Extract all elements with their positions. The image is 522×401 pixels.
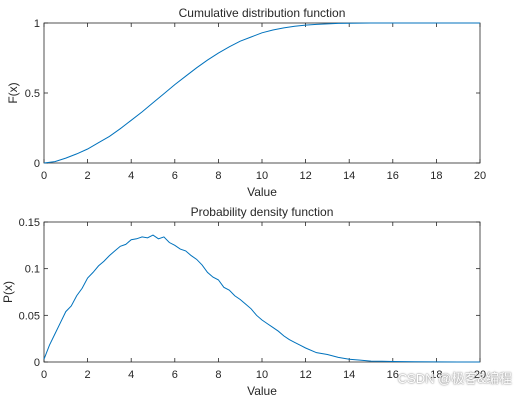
pdf-ticks: 0 2 4 6 8 10 12 14 16 18 20 0 0.05 0.1 0.15 bbox=[19, 217, 487, 381]
pdf-series-line bbox=[43, 234, 480, 363]
pdf-y-tick-label: 0 bbox=[34, 357, 40, 369]
cdf-x-tick-label: 2 bbox=[85, 170, 91, 182]
pdf-x-tick-label: 4 bbox=[128, 369, 134, 381]
pdf-title: Probability density function bbox=[191, 205, 334, 219]
pdf-y-tick-label: 0.15 bbox=[19, 217, 40, 229]
cdf-x-tick-label: 6 bbox=[172, 170, 178, 182]
cdf-x-tick-label: 20 bbox=[474, 170, 486, 182]
pdf-x-tick-label: 2 bbox=[85, 369, 91, 381]
cdf-subplot: Cumulative distribution function 0 2 4 6 8 10… bbox=[6, 6, 486, 199]
pdf-subplot: Probability density function 0 2 4 6 8 10 12 14… bbox=[1, 205, 486, 398]
cdf-x-tick-label: 12 bbox=[299, 170, 311, 182]
pdf-x-axis-label: Value bbox=[247, 384, 277, 398]
cdf-y-tick-label: 0 bbox=[34, 158, 40, 170]
cdf-y-axis-label: F(x) bbox=[6, 82, 20, 103]
cdf-ticks: 0 2 4 6 8 10 12 14 16 18 20 0 0.5 1 bbox=[25, 18, 486, 182]
cdf-x-tick-label: 10 bbox=[256, 170, 268, 182]
cdf-series-line bbox=[43, 22, 480, 164]
pdf-y-tick-label: 0.1 bbox=[25, 264, 40, 276]
cdf-x-tick-label: 18 bbox=[430, 170, 442, 182]
pdf-x-tick-label: 6 bbox=[172, 369, 178, 381]
pdf-x-tick-label: 12 bbox=[299, 369, 311, 381]
pdf-x-tick-label: 20 bbox=[474, 369, 486, 381]
pdf-x-tick-label: 8 bbox=[215, 369, 221, 381]
cdf-x-tick-label: 14 bbox=[343, 170, 355, 182]
pdf-x-tick-label: 18 bbox=[430, 369, 442, 381]
cdf-title: Cumulative distribution function bbox=[179, 6, 346, 20]
watermark: CSDN @极客&编程 bbox=[397, 371, 512, 386]
pdf-y-tick-label: 0.05 bbox=[19, 310, 40, 322]
cdf-x-tick-label: 16 bbox=[387, 170, 399, 182]
cdf-x-tick-label: 4 bbox=[128, 170, 134, 182]
cdf-x-axis-label: Value bbox=[247, 185, 277, 199]
pdf-x-tick-label: 0 bbox=[41, 369, 47, 381]
cdf-y-tick-label: 0.5 bbox=[25, 88, 40, 100]
pdf-x-tick-label: 10 bbox=[256, 369, 268, 381]
cdf-axes-box bbox=[43, 22, 481, 164]
pdf-y-axis-label: P(x) bbox=[1, 281, 15, 303]
cdf-y-tick-label: 1 bbox=[34, 18, 40, 30]
pdf-axes-box bbox=[43, 221, 481, 363]
cdf-x-tick-label: 8 bbox=[215, 170, 221, 182]
pdf-x-tick-label: 16 bbox=[387, 369, 399, 381]
pdf-x-tick-label: 14 bbox=[343, 369, 355, 381]
cdf-x-tick-label: 0 bbox=[41, 170, 47, 182]
